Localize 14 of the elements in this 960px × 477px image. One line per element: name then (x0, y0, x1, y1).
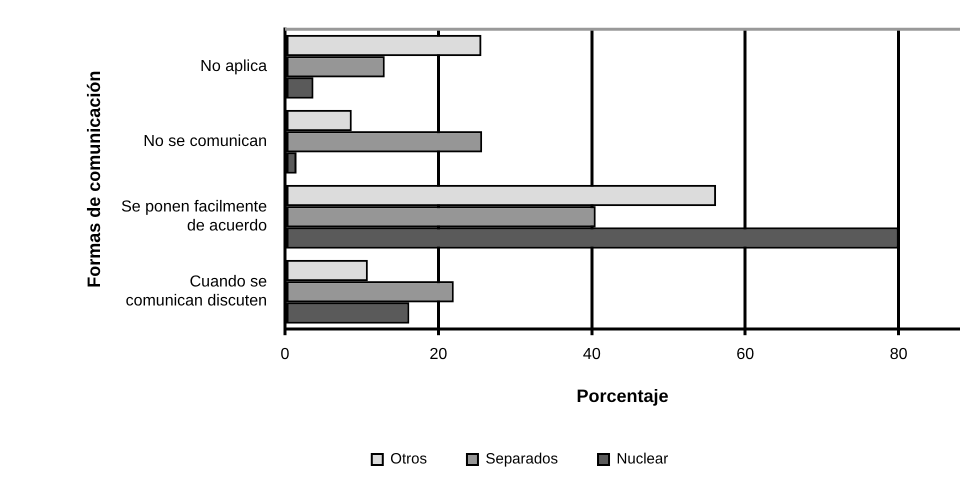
x-tick-label: 20 (430, 346, 448, 364)
y-tick-label: No se comunican (143, 133, 267, 150)
x-tick-label: 80 (890, 346, 908, 364)
y-axis-title: Formas de comunicación (84, 70, 104, 288)
x-axis-title: Porcentaje (576, 386, 669, 406)
x-tick-label: 40 (582, 346, 601, 364)
legend-label: Otros (390, 450, 427, 468)
y-tick-label: Cuando se comunican discuten (126, 274, 268, 310)
legend-label: Nuclear (616, 450, 668, 468)
y-tick-label: No aplica (200, 58, 268, 76)
x-tick-label: 60 (736, 346, 754, 364)
y-tick-label: Se ponen facilmente de acuerdo (121, 198, 268, 235)
x-tick-label: 0 (280, 346, 290, 364)
legend-label: Separados (485, 450, 558, 468)
